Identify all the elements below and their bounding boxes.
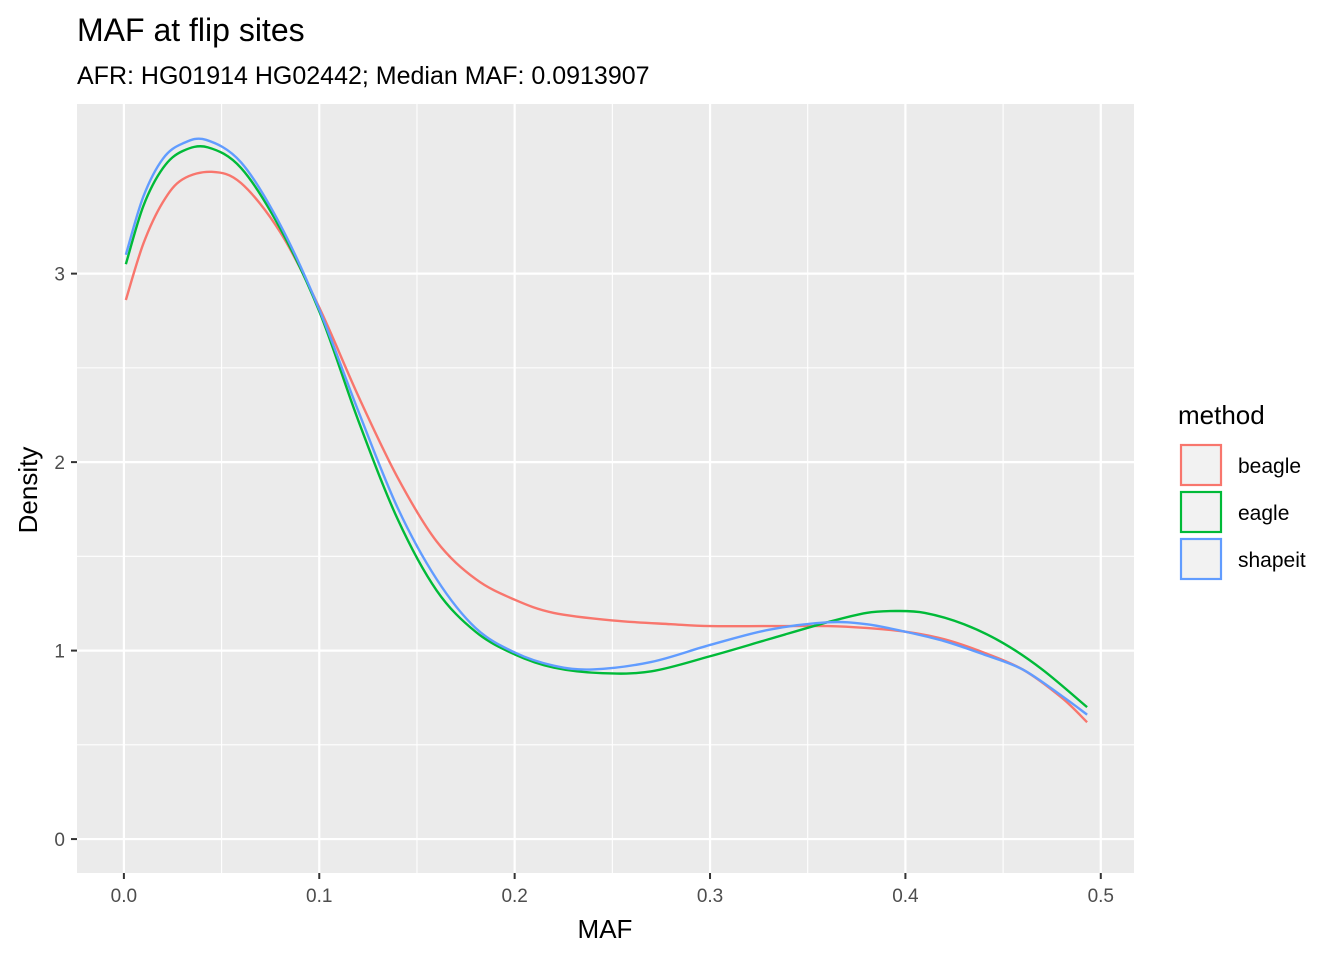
- legend-key-beagle: [1179, 443, 1223, 487]
- y-tick-label: 1: [54, 642, 65, 663]
- legend: method beagle eagle shapeit: [1178, 400, 1306, 581]
- plot-panel: [77, 104, 1134, 873]
- x-axis-title: MAF: [578, 914, 633, 944]
- legend-label-shapeit: shapeit: [1238, 549, 1306, 572]
- y-axis-title: Density: [13, 447, 43, 534]
- legend-key-bg-eagle: [1180, 491, 1222, 533]
- legend-key-eagle: [1179, 490, 1223, 534]
- x-tick-label: 0.4: [892, 886, 919, 907]
- major-gridlines: [77, 104, 1134, 873]
- x-tick-label: 0.5: [1088, 886, 1114, 907]
- x-tick-label: 0.1: [306, 886, 332, 907]
- legend-items: beagle eagle shapeit: [1179, 443, 1306, 581]
- chart-subtitle: AFR: HG01914 HG02442; Median MAF: 0.0913…: [77, 62, 650, 90]
- y-tick-label: 3: [54, 265, 65, 286]
- x-tick-label: 0.3: [697, 886, 723, 907]
- y-tick-label: 2: [54, 453, 65, 474]
- x-tick-label: 0.0: [111, 886, 137, 907]
- series-line-beagle: [124, 170, 1088, 724]
- legend-key-bg-beagle: [1180, 444, 1222, 486]
- legend-label-beagle: beagle: [1238, 455, 1301, 478]
- y-axis-tick-labels: 0 1 2 3: [54, 265, 65, 851]
- series-line-eagle: [124, 145, 1088, 709]
- minor-gridlines: [77, 104, 1134, 873]
- legend-title: method: [1178, 400, 1265, 430]
- chart-title: MAF at flip sites: [77, 12, 305, 48]
- x-tick-label: 0.2: [501, 886, 527, 907]
- legend-label-eagle: eagle: [1238, 502, 1289, 525]
- axis-ticks: [71, 272, 1102, 879]
- density-curves: [124, 137, 1088, 724]
- legend-key-shapeit: [1179, 537, 1223, 581]
- series-line-shapeit: [124, 137, 1088, 716]
- y-tick-label: 0: [54, 830, 65, 851]
- legend-key-bg-shapeit: [1180, 538, 1222, 580]
- x-axis-tick-labels: 0.0 0.1 0.2 0.3 0.4 0.5: [111, 886, 1114, 907]
